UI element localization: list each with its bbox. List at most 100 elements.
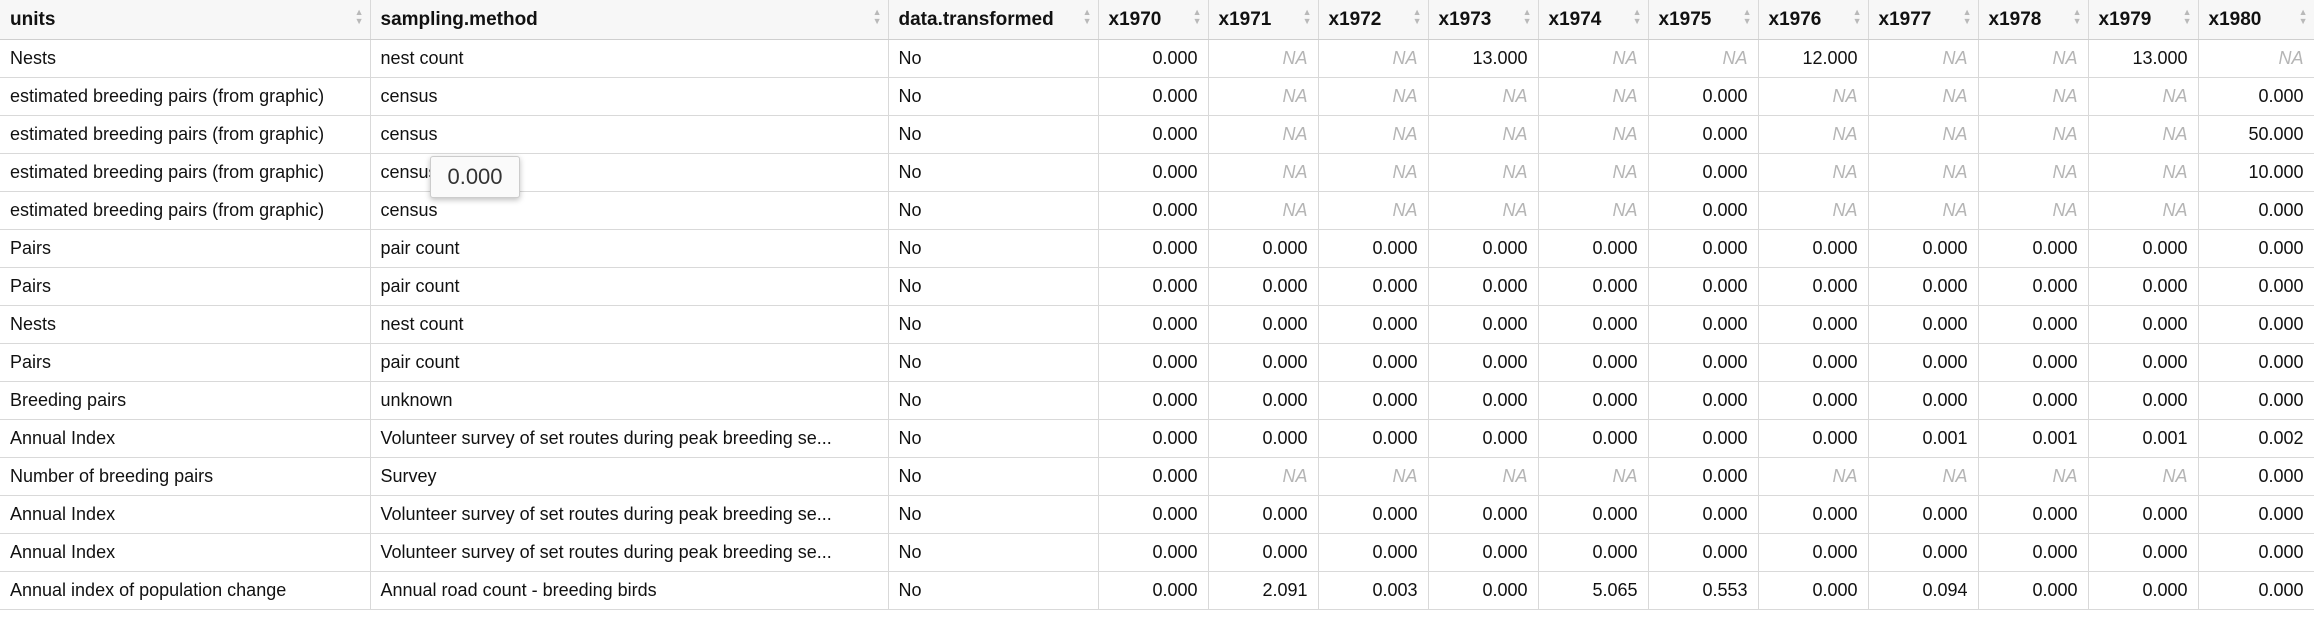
table-cell[interactable]: 0.000 — [1978, 229, 2089, 268]
sort-icon[interactable]: ▲ ▼ — [872, 7, 882, 26]
table-cell[interactable]: Pairs — [0, 343, 371, 382]
table-cell[interactable]: 0.000 — [1098, 571, 1209, 610]
table-cell[interactable]: NA — [1318, 457, 1429, 496]
table-cell[interactable]: 0.000 — [1318, 419, 1429, 458]
table-cell[interactable]: NA — [1538, 115, 1649, 154]
table-cell[interactable]: NA — [1208, 153, 1319, 192]
table-cell[interactable]: 0.000 — [2088, 267, 2199, 306]
table-cell[interactable]: 0.000 — [1428, 267, 1539, 306]
table-cell[interactable]: NA — [1758, 153, 1869, 192]
table-cell[interactable]: Number of breeding pairs — [0, 457, 371, 496]
table-cell[interactable]: NA — [1428, 115, 1539, 154]
table-cell[interactable]: NA — [1208, 191, 1319, 230]
table-cell[interactable]: 0.000 — [2198, 533, 2314, 572]
table-cell[interactable]: 0.000 — [2088, 495, 2199, 534]
table-cell[interactable]: NA — [1868, 115, 1979, 154]
table-cell[interactable]: NA — [2088, 153, 2199, 192]
column-header-x1972[interactable]: x1972 ▲ ▼ — [1318, 0, 1429, 40]
table-cell[interactable]: 13.000 — [2088, 39, 2199, 78]
table-cell[interactable]: NA — [1208, 457, 1319, 496]
table-cell[interactable]: 0.000 — [1978, 343, 2089, 382]
table-cell[interactable]: No — [888, 533, 1099, 572]
table-cell[interactable]: 0.000 — [1098, 343, 1209, 382]
table-cell[interactable]: 0.000 — [1208, 419, 1319, 458]
table-cell[interactable]: 13.000 — [1428, 39, 1539, 78]
table-cell[interactable]: 0.000 — [1758, 381, 1869, 420]
table-cell[interactable]: 0.000 — [1208, 381, 1319, 420]
table-cell[interactable]: 0.000 — [1098, 305, 1209, 344]
sort-icon[interactable]: ▲ ▼ — [2072, 7, 2082, 26]
table-cell[interactable]: NA — [1868, 191, 1979, 230]
table-cell[interactable]: 0.000 — [1208, 533, 1319, 572]
column-header-x1970[interactable]: x1970 ▲ ▼ — [1098, 0, 1209, 40]
table-cell[interactable]: No — [888, 571, 1099, 610]
table-cell[interactable]: 0.000 — [2198, 343, 2314, 382]
table-cell[interactable]: 0.000 — [1098, 267, 1209, 306]
table-cell[interactable]: 0.000 — [1758, 419, 1869, 458]
table-cell[interactable]: No — [888, 191, 1099, 230]
table-cell[interactable]: pair count — [370, 343, 889, 382]
table-cell[interactable]: 0.000 — [1318, 495, 1429, 534]
table-cell[interactable]: 0.000 — [1758, 533, 1869, 572]
table-cell[interactable]: 0.000 — [1538, 381, 1649, 420]
table-cell[interactable]: 0.000 — [1428, 419, 1539, 458]
table-cell[interactable]: 0.000 — [2088, 305, 2199, 344]
column-header-x1974[interactable]: x1974 ▲ ▼ — [1538, 0, 1649, 40]
table-cell[interactable]: NA — [1868, 153, 1979, 192]
table-cell[interactable]: 0.000 — [1098, 115, 1209, 154]
table-cell[interactable]: 0.094 — [1868, 571, 1979, 610]
table-cell[interactable]: nest count — [370, 39, 889, 78]
sort-icon[interactable]: ▲ ▼ — [1302, 7, 1312, 26]
sort-icon[interactable]: ▲ ▼ — [1742, 7, 1752, 26]
table-cell[interactable]: NA — [1978, 115, 2089, 154]
table-cell[interactable]: 10.000 — [2198, 153, 2314, 192]
table-cell[interactable]: 0.000 — [2198, 495, 2314, 534]
table-cell[interactable]: 0.000 — [1758, 229, 1869, 268]
sort-icon[interactable]: ▲ ▼ — [354, 7, 364, 26]
column-header-data-transformed[interactable]: data.transformed ▲ ▼ — [888, 0, 1099, 40]
table-cell[interactable]: NA — [1538, 191, 1649, 230]
column-header-x1980[interactable]: x1980 ▲ ▼ — [2198, 0, 2314, 40]
table-cell[interactable]: 0.000 — [1648, 115, 1759, 154]
table-cell[interactable]: pair count — [370, 267, 889, 306]
table-cell[interactable]: Volunteer survey of set routes during pe… — [370, 419, 889, 458]
table-cell[interactable]: 0.000 — [1648, 267, 1759, 306]
table-cell[interactable]: NA — [1538, 39, 1649, 78]
column-header-sampling-method[interactable]: sampling.method ▲ ▼ — [370, 0, 889, 40]
table-cell[interactable]: NA — [1978, 77, 2089, 116]
table-cell[interactable]: NA — [1538, 457, 1649, 496]
table-cell[interactable]: 0.000 — [1978, 267, 2089, 306]
table-cell[interactable]: No — [888, 419, 1099, 458]
table-cell[interactable]: 0.000 — [2198, 267, 2314, 306]
table-cell[interactable]: NA — [1318, 153, 1429, 192]
table-cell[interactable]: 0.000 — [2198, 457, 2314, 496]
table-cell[interactable]: 0.000 — [1978, 495, 2089, 534]
column-header-x1971[interactable]: x1971 ▲ ▼ — [1208, 0, 1319, 40]
table-cell[interactable]: NA — [1978, 191, 2089, 230]
table-cell[interactable]: Breeding pairs — [0, 381, 371, 420]
table-cell[interactable]: 0.000 — [1758, 571, 1869, 610]
table-cell[interactable]: NA — [1318, 115, 1429, 154]
table-cell[interactable]: Pairs — [0, 229, 371, 268]
table-cell[interactable]: 0.001 — [2088, 419, 2199, 458]
table-cell[interactable]: NA — [1538, 77, 1649, 116]
table-cell[interactable]: 0.000 — [2198, 305, 2314, 344]
table-cell[interactable]: 0.000 — [1648, 191, 1759, 230]
table-cell[interactable]: NA — [1868, 77, 1979, 116]
table-cell[interactable]: NA — [1428, 153, 1539, 192]
table-cell[interactable]: estimated breeding pairs (from graphic) — [0, 191, 371, 230]
table-cell[interactable]: 0.000 — [1648, 533, 1759, 572]
table-cell[interactable]: 0.000 — [1648, 343, 1759, 382]
table-cell[interactable]: Annual Index — [0, 495, 371, 534]
table-cell[interactable]: Volunteer survey of set routes during pe… — [370, 495, 889, 534]
table-cell[interactable]: Survey — [370, 457, 889, 496]
table-cell[interactable]: NA — [1208, 115, 1319, 154]
table-cell[interactable]: 0.000 — [1318, 381, 1429, 420]
table-cell[interactable]: 0.000 — [1538, 495, 1649, 534]
table-cell[interactable]: unknown — [370, 381, 889, 420]
table-cell[interactable]: No — [888, 381, 1099, 420]
column-header-x1979[interactable]: x1979 ▲ ▼ — [2088, 0, 2199, 40]
table-cell[interactable]: No — [888, 267, 1099, 306]
table-cell[interactable]: 12.000 — [1758, 39, 1869, 78]
table-cell[interactable]: 0.000 — [1758, 305, 1869, 344]
